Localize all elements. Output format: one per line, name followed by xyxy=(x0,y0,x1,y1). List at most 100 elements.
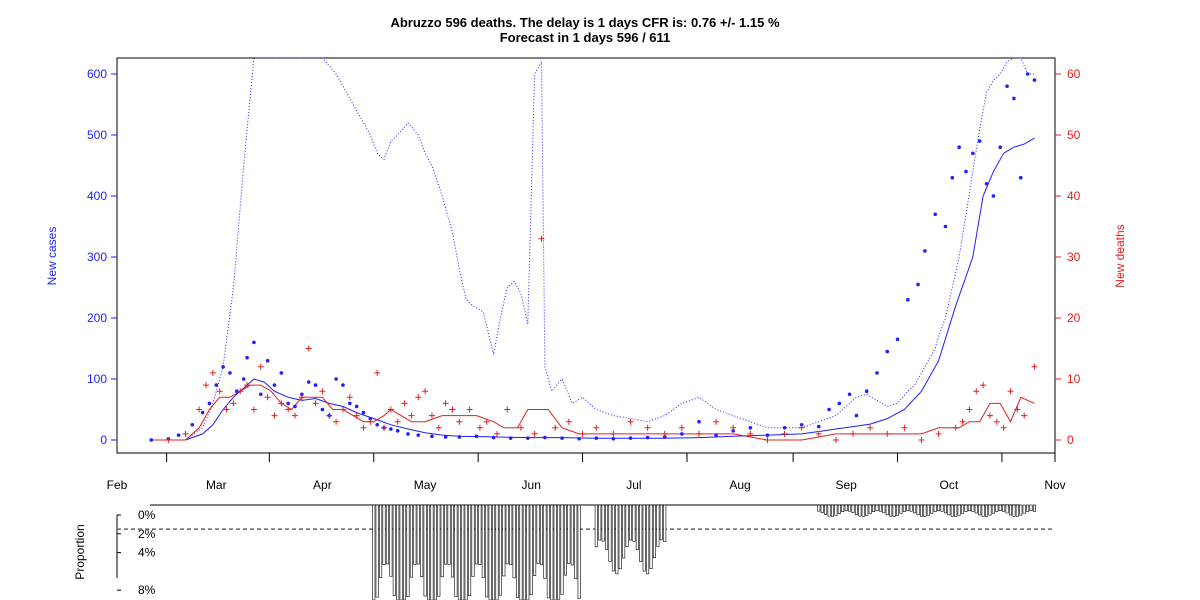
cases-point xyxy=(444,435,448,439)
proportion-bar xyxy=(1033,505,1035,511)
proportion-bar xyxy=(903,505,905,512)
deaths-point xyxy=(443,400,449,406)
cases-point xyxy=(885,350,889,354)
y-left-tick-label: 200 xyxy=(87,311,107,325)
deaths-point xyxy=(580,431,586,437)
y-left-tick-label: 500 xyxy=(87,128,107,142)
proportion-bar xyxy=(486,505,488,597)
proportion-bar xyxy=(937,505,939,511)
cases-point xyxy=(612,437,616,441)
proportion-bar xyxy=(896,505,898,515)
proportion-bar xyxy=(612,505,614,571)
cases-point xyxy=(783,426,787,430)
cases-point xyxy=(252,341,256,345)
proportion-bar xyxy=(386,505,388,564)
proportion-bar xyxy=(482,505,484,578)
proportion-bar xyxy=(636,505,638,550)
cases-point xyxy=(978,139,982,143)
proportion-bar xyxy=(1006,505,1008,513)
proportion-bar xyxy=(393,505,395,596)
proportion-bar xyxy=(465,505,467,600)
proportion-bar xyxy=(835,505,837,515)
proportion-bar xyxy=(444,505,446,564)
deaths-point xyxy=(987,413,993,419)
deaths-point xyxy=(782,431,788,437)
cases-point xyxy=(964,170,968,174)
proportion-bar xyxy=(376,505,378,597)
cases-point xyxy=(280,371,284,375)
deaths-point xyxy=(436,425,442,431)
deaths-point xyxy=(182,431,188,437)
deaths-point xyxy=(251,407,257,413)
proportion-bar xyxy=(948,505,950,515)
proportion-bar xyxy=(646,505,648,574)
cases-point xyxy=(286,402,290,406)
deaths-point xyxy=(415,394,421,400)
proportion-bar xyxy=(965,505,967,512)
proportion-bar xyxy=(972,505,974,511)
proportion-bar xyxy=(489,505,491,600)
proportion-bar xyxy=(571,505,573,565)
cases-point xyxy=(475,435,479,439)
deaths-point xyxy=(850,431,856,437)
cases-point xyxy=(697,420,701,424)
deaths-point xyxy=(1007,388,1013,394)
cases-point xyxy=(214,383,218,387)
proportion-bar xyxy=(978,505,980,515)
proportion-bar xyxy=(924,505,926,516)
proportion-bar xyxy=(475,505,477,564)
proportion-bar xyxy=(410,505,412,577)
cases-point xyxy=(560,436,564,440)
proportion-bar xyxy=(626,505,628,547)
proportion-bar xyxy=(602,505,604,541)
deaths-point xyxy=(402,400,408,406)
proportion-bar xyxy=(414,505,416,564)
proportion-bar xyxy=(913,505,915,513)
cases-point xyxy=(149,438,153,442)
proportion-bar xyxy=(417,505,419,564)
y-left-tick-label: 0 xyxy=(100,433,107,447)
proportion-bar xyxy=(941,505,943,511)
proportion-bar xyxy=(927,505,929,515)
y-left-tick-label: 300 xyxy=(87,250,107,264)
cases-point xyxy=(923,249,927,253)
proportion-bar xyxy=(431,505,433,600)
cases-point xyxy=(208,402,212,406)
deaths-point xyxy=(203,382,209,388)
proportion-bar xyxy=(640,505,642,562)
cases-point xyxy=(916,283,920,287)
proportion-bar xyxy=(958,505,960,515)
proportion-bar xyxy=(547,505,549,598)
y-right-tick-label: 40 xyxy=(1067,189,1081,203)
deaths-point xyxy=(966,407,972,413)
deaths-point xyxy=(973,388,979,394)
deaths-point xyxy=(532,431,538,437)
cases-point xyxy=(865,389,869,393)
proportion-bar xyxy=(462,505,464,600)
proportion-bar xyxy=(862,505,864,516)
deaths-point xyxy=(313,400,319,406)
y-left-tick-label: 400 xyxy=(87,189,107,203)
deaths-point xyxy=(285,407,291,413)
cases-point xyxy=(375,423,379,427)
proportion-bar xyxy=(660,505,662,540)
cases-point xyxy=(314,383,318,387)
cases-point xyxy=(273,383,277,387)
deaths-point xyxy=(347,394,353,400)
proportion-bar xyxy=(523,505,525,600)
proportion-bar xyxy=(451,505,453,577)
deaths-point xyxy=(645,425,651,431)
proportion-bar xyxy=(427,505,429,600)
x-tick-label: Oct xyxy=(940,478,959,492)
proportion-bar xyxy=(424,505,426,596)
proportion-bar xyxy=(944,505,946,513)
proportion-bar xyxy=(872,505,874,512)
deaths-point xyxy=(395,419,401,425)
plot-lines xyxy=(151,58,1034,440)
deaths-point xyxy=(265,394,271,400)
deaths-point xyxy=(422,388,428,394)
series-line-4 xyxy=(151,385,1034,440)
proportion-bar xyxy=(982,505,984,516)
cases-point xyxy=(321,408,325,412)
